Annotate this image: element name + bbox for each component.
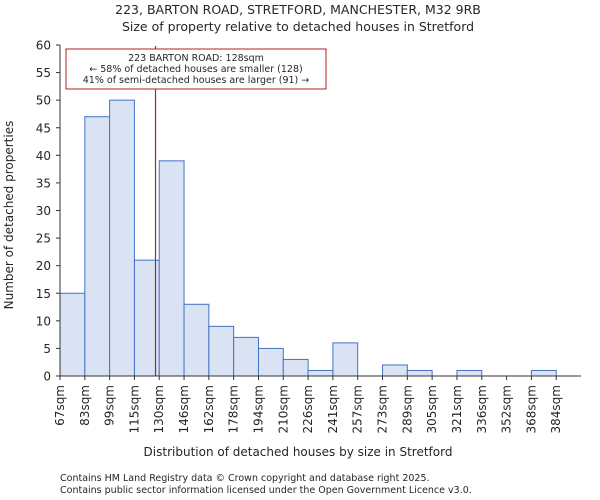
bar-273sqm: [382, 364, 408, 377]
x-tick-label-162sqm: 162sqm: [202, 385, 216, 433]
annotation-line1: 223 BARTON ROAD: 128sqm: [128, 53, 264, 64]
bar-99sqm: [109, 99, 135, 377]
bar-178sqm: [233, 336, 259, 377]
footer-line2: Contains public sector information licen…: [60, 485, 472, 496]
x-tick-label-352sqm: 352sqm: [500, 385, 514, 433]
footer-line1: Contains HM Land Registry data © Crown c…: [60, 473, 430, 484]
bars-group: [59, 99, 557, 377]
chart-title-line2: Size of property relative to detached ho…: [122, 19, 474, 34]
bar-194sqm: [257, 347, 284, 377]
x-axis-label: Distribution of detached houses by size …: [144, 445, 453, 459]
bar-146sqm: [183, 303, 210, 377]
y-tick-label: 35: [36, 176, 51, 190]
x-tick-label-305sqm: 305sqm: [425, 385, 439, 433]
x-tick-label-146sqm: 146sqm: [177, 385, 191, 433]
y-tick-label: 15: [36, 287, 51, 301]
x-tick-label-289sqm: 289sqm: [400, 385, 414, 433]
x-tick-label-178sqm: 178sqm: [227, 385, 241, 433]
chart-title-line1: 223, BARTON ROAD, STRETFORD, MANCHESTER,…: [115, 2, 481, 17]
annotation-box: [65, 48, 327, 90]
bar-83sqm: [84, 116, 111, 377]
x-tick-label-67sqm: 67sqm: [53, 385, 67, 426]
bar-321sqm: [456, 369, 483, 377]
x-tick-label-210sqm: 210sqm: [276, 385, 290, 433]
y-tick-label: 20: [36, 259, 51, 273]
y-tick-label: 55: [36, 66, 51, 80]
x-tick-label-130sqm: 130sqm: [152, 385, 166, 433]
y-tick-label: 60: [36, 39, 51, 53]
x-tick-label-368sqm: 368sqm: [524, 385, 538, 433]
x-tick-label-115sqm: 115sqm: [127, 385, 141, 433]
y-tick-label: 25: [36, 232, 51, 246]
bar-210sqm: [282, 358, 309, 377]
x-tick-label-241sqm: 241sqm: [326, 385, 340, 433]
x-axis-ticks: 67sqm 83sqm 99sqm 115sqm 130sqm 146sqm 162sqm 1…: [53, 376, 563, 433]
y-axis-label: Number of detached properties: [2, 121, 16, 310]
x-tick-label-99sqm: 99sqm: [103, 385, 117, 426]
bar-368sqm: [530, 369, 557, 377]
y-tick-label: 45: [36, 121, 51, 135]
x-tick-label-384sqm: 384sqm: [549, 385, 563, 433]
y-axis-ticks: 0 5 10 15 20 25 30 35 40 45 50 55 60: [36, 39, 60, 384]
y-tick-label: 40: [36, 149, 51, 163]
bar-241sqm: [332, 342, 359, 377]
y-tick-label: 10: [36, 314, 51, 328]
bar-130sqm: [158, 160, 185, 377]
bar-289sqm: [406, 369, 433, 377]
bar-226sqm: [307, 369, 334, 377]
x-tick-label-194sqm: 194sqm: [251, 385, 265, 433]
x-tick-label-336sqm: 336sqm: [475, 385, 489, 433]
bar-67sqm: [59, 292, 86, 377]
y-tick-label: 50: [36, 94, 51, 108]
x-tick-label-226sqm: 226sqm: [301, 385, 315, 433]
x-tick-label-83sqm: 83sqm: [78, 385, 92, 426]
x-tick-label-257sqm: 257sqm: [351, 385, 365, 433]
y-tick-label: 5: [43, 342, 51, 356]
x-tick-label-273sqm: 273sqm: [376, 385, 390, 433]
bar-162sqm: [208, 325, 235, 377]
y-tick-label: 30: [36, 204, 51, 218]
annotation-line2: ← 58% of detached houses are smaller (12…: [89, 64, 302, 75]
y-tick-label: 0: [43, 370, 51, 384]
x-tick-label-321sqm: 321sqm: [450, 385, 464, 433]
annotation-line3: 41% of semi-detached houses are larger (…: [83, 75, 310, 86]
